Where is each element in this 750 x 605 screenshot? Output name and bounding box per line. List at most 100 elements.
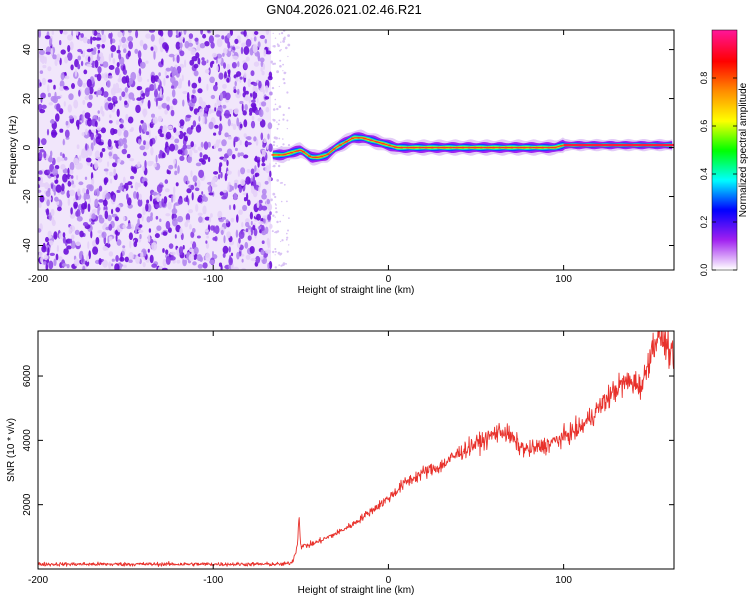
- colorbar-strip: [712, 266, 737, 269]
- spectrogram-signal-peak: [326, 153, 330, 155]
- spectrogram-noise-cell: [228, 204, 232, 210]
- spectrogram-noise-cell: [209, 76, 215, 84]
- spectrogram-y-tick-label: 40: [22, 44, 33, 56]
- spectrogram-noise-cell: [260, 132, 264, 141]
- colorbar-strip: [712, 42, 737, 45]
- spectrogram-noise-fringe: [272, 140, 276, 144]
- spectrogram-noise-cell: [139, 39, 144, 47]
- spectrogram-noise-cell: [245, 56, 250, 62]
- spectrogram-noise-cell: [201, 191, 204, 195]
- spectrogram-noise-fringe: [273, 62, 276, 65]
- spectrogram-noise-fringe: [285, 263, 287, 265]
- spectrogram-noise-cell: [45, 236, 49, 243]
- spectrogram-noise-cell: [115, 207, 120, 213]
- spectrogram-noise-cell: [194, 37, 199, 42]
- spectrogram-noise-fringe: [271, 230, 274, 233]
- spectrogram-noise-cell: [50, 48, 53, 57]
- spectrogram-noise-cell: [147, 248, 150, 253]
- spectrogram-noise-cell: [124, 256, 129, 263]
- spectrogram-noise-cell: [247, 199, 251, 206]
- spectrogram-noise-cell: [233, 89, 237, 94]
- colorbar-strip: [712, 96, 737, 99]
- spectrogram-noise-fringe: [280, 41, 282, 43]
- spectrogram-noise-cell: [190, 240, 193, 245]
- spectrogram-noise-cell: [59, 152, 63, 157]
- spectrogram-noise-cell: [245, 228, 249, 233]
- colorbar-strip: [712, 58, 737, 61]
- spectrogram-noise-fringe: [276, 70, 279, 74]
- spectrogram-noise-cell: [245, 38, 252, 47]
- spectrogram-noise-cell: [153, 82, 157, 91]
- spectrogram-noise-cell: [268, 261, 273, 270]
- spectrogram-noise-cell: [169, 143, 176, 152]
- spectrogram-noise-cell: [73, 158, 79, 165]
- spectrogram-noise-cell: [69, 238, 73, 244]
- spectrogram-noise-cell: [123, 143, 128, 149]
- spectrogram-noise-cell: [55, 200, 60, 206]
- spectrogram-noise-cell: [84, 95, 89, 101]
- spectrogram-noise-cell: [175, 69, 179, 76]
- spectrogram-noise-cell: [118, 145, 121, 149]
- spectrogram-noise-cell: [86, 78, 92, 88]
- spectrogram-noise-cell: [157, 115, 163, 123]
- spectrogram-noise-cell: [221, 139, 227, 147]
- spectrogram-signal-peak: [467, 146, 471, 149]
- spectrogram-noise-cell: [269, 223, 273, 229]
- spectrogram-noise-cell: [190, 170, 193, 178]
- spectrogram-noise-cell: [111, 52, 114, 58]
- spectrogram-noise-cell: [217, 147, 223, 152]
- colorbar-strip: [712, 268, 737, 271]
- spectrogram-noise-cell: [248, 95, 251, 104]
- spectrogram-noise-cell: [185, 213, 191, 222]
- spectrogram-noise-cell: [227, 183, 230, 192]
- spectrogram-noise-cell: [220, 264, 223, 270]
- spectrogram-noise-cell: [130, 185, 133, 189]
- spectrogram-noise-cell: [142, 43, 148, 51]
- colorbar-strip: [712, 156, 737, 159]
- spectrogram-noise-cell: [128, 259, 133, 263]
- spectrogram-noise-cell: [78, 89, 81, 97]
- colorbar-strip: [712, 252, 737, 255]
- spectrogram-noise-cell: [123, 130, 129, 138]
- spectrogram-noise-cell: [204, 41, 210, 47]
- spectrogram-noise-cell: [165, 67, 171, 72]
- spectrogram-noise-cell: [189, 224, 192, 230]
- spectrogram-noise-cell: [162, 248, 165, 253]
- spectrogram-noise-cell: [83, 148, 89, 158]
- spectrogram-noise-cell: [250, 257, 256, 262]
- spectrogram-noise-fringe: [282, 70, 284, 72]
- spectrogram-noise-cell: [105, 192, 111, 200]
- spectrogram-noise-cell: [238, 230, 245, 239]
- colorbar-strip: [712, 84, 737, 87]
- spectrogram-noise-cell: [204, 69, 210, 74]
- spectrogram-noise-cell: [118, 185, 123, 191]
- spectrogram-noise-cell: [240, 179, 246, 186]
- spectrogram-signal-peak: [350, 137, 355, 139]
- spectrogram-noise-fringe: [286, 119, 289, 122]
- colorbar-strip: [712, 254, 737, 257]
- spectrogram-noise-cell: [39, 70, 44, 74]
- colorbar-strip: [712, 122, 737, 125]
- spectrogram-noise-cell: [222, 104, 227, 109]
- spectrogram-noise-cell: [238, 209, 243, 215]
- spectrogram-noise-cell: [87, 241, 90, 250]
- spectrogram-noise-cell: [151, 113, 155, 118]
- spectrogram-noise-cell: [97, 66, 102, 74]
- spectrogram-noise-cell: [200, 101, 207, 109]
- spectrogram-noise-cell: [59, 86, 65, 92]
- spectrogram-noise-cell: [55, 253, 59, 261]
- spectrogram-noise-fringe: [279, 220, 282, 223]
- spectrogram-noise-cell: [148, 129, 151, 138]
- colorbar-strip: [712, 88, 737, 91]
- colorbar-strip: [712, 198, 737, 201]
- spectrogram-noise-cell: [117, 158, 122, 164]
- spectrogram-noise-fringe: [272, 118, 275, 121]
- spectrogram-noise-fringe: [288, 244, 290, 246]
- spectrogram-noise-fringe: [272, 192, 276, 196]
- spectrogram-signal-core: [563, 143, 674, 147]
- spectrogram-noise-fringe: [286, 250, 289, 253]
- spectrogram-noise-cell: [137, 229, 144, 233]
- spectrogram-noise-cell: [46, 199, 50, 207]
- spectrogram-noise-cell: [62, 232, 66, 238]
- colorbar-ticks: 0.0 0.2 0.4 0.6 0.8: [699, 72, 737, 276]
